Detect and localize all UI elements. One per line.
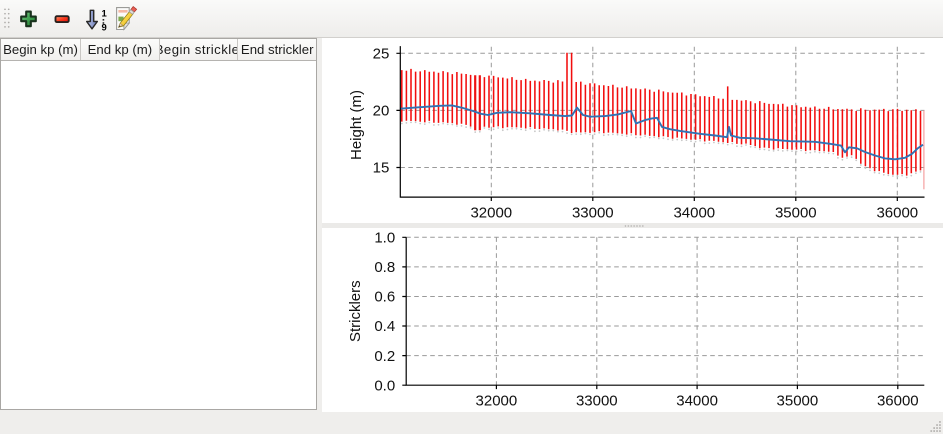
svg-text:33000: 33000 (572, 205, 614, 222)
svg-text:Stricklers: Stricklers (347, 280, 364, 342)
svg-text:0.0: 0.0 (374, 377, 395, 394)
svg-text:35000: 35000 (777, 393, 819, 410)
svg-text:32000: 32000 (470, 205, 512, 222)
svg-text:1: 1 (102, 9, 108, 20)
svg-text:0.6: 0.6 (374, 289, 395, 306)
svg-text:33000: 33000 (576, 393, 618, 410)
svg-text:0.2: 0.2 (374, 348, 395, 365)
svg-text:20: 20 (373, 103, 390, 120)
svg-text:36000: 36000 (876, 205, 918, 222)
svg-text:25: 25 (373, 46, 390, 63)
svg-text:34000: 34000 (676, 393, 718, 410)
svg-text:9: 9 (102, 22, 107, 33)
svg-text:0.8: 0.8 (374, 259, 395, 276)
svg-text:15: 15 (373, 160, 390, 177)
svg-text:36000: 36000 (877, 393, 919, 410)
svg-text:1.0: 1.0 (374, 230, 395, 247)
svg-text:35000: 35000 (775, 205, 817, 222)
svg-text:Height (m): Height (m) (348, 90, 365, 160)
svg-text:32000: 32000 (476, 393, 518, 410)
svg-text:0.4: 0.4 (374, 318, 395, 335)
svg-text:34000: 34000 (673, 205, 715, 222)
